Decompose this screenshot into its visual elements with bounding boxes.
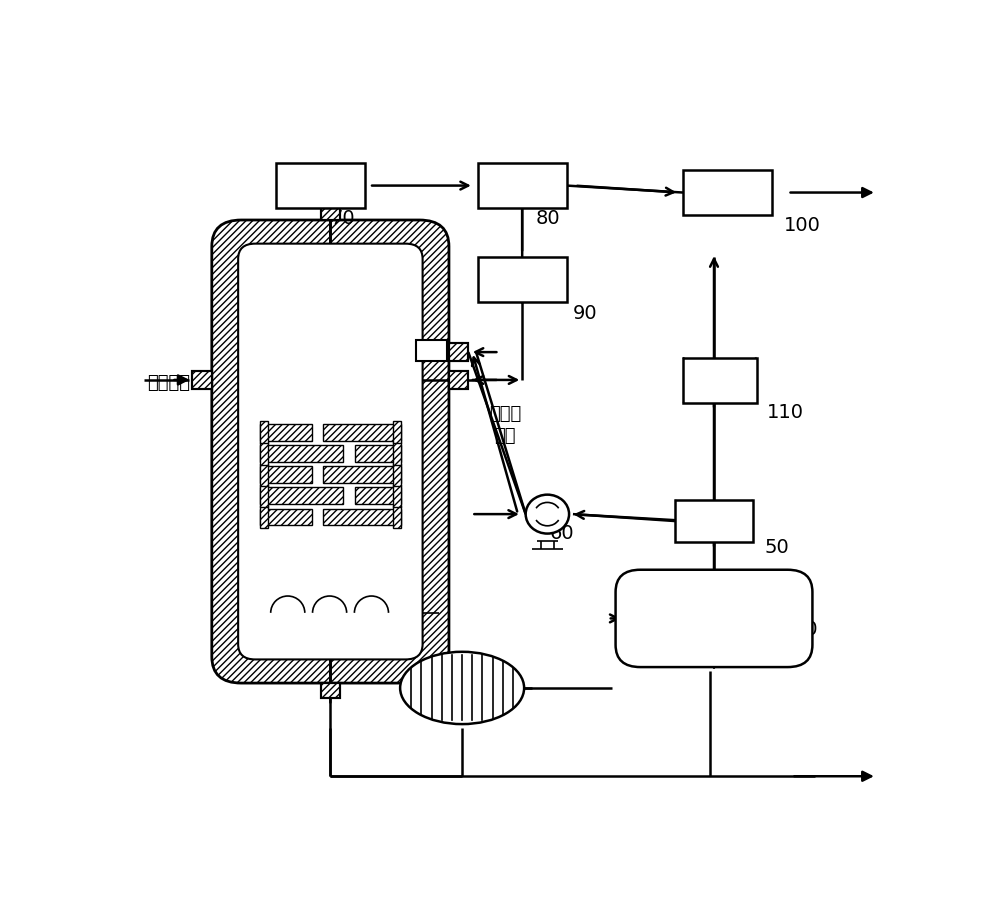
Bar (260, 422, 268, 444)
Bar (449, 372, 468, 389)
Bar (321, 684, 340, 698)
Bar (449, 372, 468, 389)
Text: 30: 30 (488, 691, 512, 710)
Bar (260, 443, 268, 465)
Bar (260, 464, 268, 486)
Bar (260, 446, 343, 463)
Text: 50: 50 (764, 538, 789, 557)
Bar (393, 443, 401, 465)
Text: 110: 110 (767, 403, 804, 422)
Bar (192, 372, 212, 389)
Text: 100: 100 (784, 216, 821, 235)
Bar (393, 485, 401, 508)
Text: 40: 40 (793, 620, 818, 639)
Ellipse shape (400, 652, 524, 724)
Bar (321, 206, 340, 221)
Bar (260, 467, 312, 483)
Bar (393, 464, 401, 486)
Bar (323, 467, 401, 483)
Bar (260, 509, 312, 526)
Circle shape (526, 495, 569, 534)
Bar (321, 684, 340, 698)
Bar (192, 372, 212, 389)
Bar (321, 206, 340, 221)
Bar (675, 501, 753, 542)
Bar (478, 164, 567, 209)
Text: 绿油去
储罐: 绿油去 储罐 (489, 404, 521, 445)
Text: 10: 10 (237, 449, 262, 468)
Bar (683, 358, 757, 403)
Text: 60: 60 (550, 524, 574, 543)
Bar (260, 485, 268, 508)
Bar (355, 446, 401, 463)
Bar (393, 506, 401, 529)
Bar (683, 170, 772, 216)
FancyBboxPatch shape (238, 244, 423, 659)
FancyBboxPatch shape (212, 221, 449, 684)
Text: 反应气体: 反应气体 (147, 373, 190, 391)
Bar (323, 509, 401, 526)
Bar (323, 425, 401, 441)
Bar (355, 488, 401, 504)
Text: 70: 70 (330, 208, 355, 227)
Text: 90: 90 (573, 304, 598, 323)
Bar (260, 488, 343, 504)
Bar (478, 258, 567, 303)
Bar (449, 344, 468, 362)
Bar (260, 506, 268, 529)
Text: 80: 80 (536, 208, 560, 227)
Bar (416, 341, 447, 362)
Bar (449, 344, 468, 362)
Bar (276, 164, 365, 209)
FancyBboxPatch shape (616, 570, 812, 667)
Bar (260, 425, 312, 441)
Bar (393, 422, 401, 444)
